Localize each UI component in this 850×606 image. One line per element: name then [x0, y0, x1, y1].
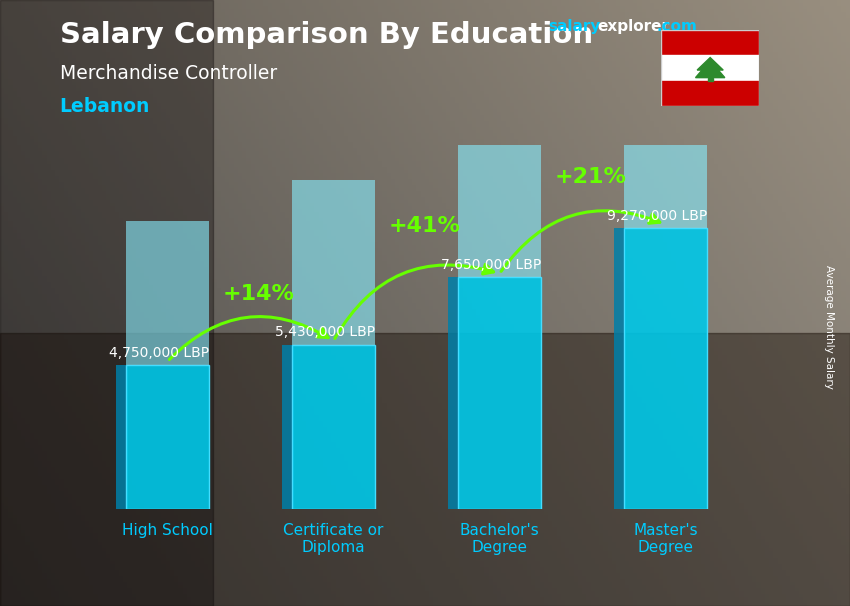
Text: 7,650,000 LBP: 7,650,000 LBP	[441, 258, 541, 271]
Bar	[661, 81, 759, 106]
Polygon shape	[707, 78, 713, 81]
Bar	[624, 228, 707, 509]
Bar	[624, 0, 707, 228]
Text: 5,430,000 LBP: 5,430,000 LBP	[275, 325, 376, 339]
Bar	[292, 344, 375, 509]
Bar	[458, 277, 541, 509]
Bar	[126, 365, 209, 509]
Text: +14%: +14%	[223, 284, 295, 304]
Text: Merchandise Controller: Merchandise Controller	[60, 64, 277, 82]
Polygon shape	[695, 58, 725, 78]
Bar	[661, 55, 759, 81]
Bar	[0, 0, 212, 606]
Text: +41%: +41%	[388, 216, 461, 236]
Bar	[614, 228, 626, 509]
Text: explorer: explorer	[598, 19, 670, 35]
Bar	[0, 333, 850, 606]
Text: salary: salary	[548, 19, 601, 35]
Bar	[292, 180, 375, 345]
Text: 9,270,000 LBP: 9,270,000 LBP	[608, 208, 708, 222]
Text: .com: .com	[656, 19, 697, 35]
Bar	[126, 221, 209, 365]
Bar	[624, 228, 707, 509]
Bar	[282, 344, 293, 509]
Bar	[458, 45, 541, 278]
Bar	[661, 30, 759, 55]
Bar	[448, 277, 460, 509]
Bar	[126, 365, 209, 509]
Text: Lebanon: Lebanon	[60, 97, 150, 116]
Bar	[116, 365, 128, 509]
Text: Salary Comparison By Education: Salary Comparison By Education	[60, 21, 592, 49]
Bar	[458, 277, 541, 509]
Text: Average Monthly Salary: Average Monthly Salary	[824, 265, 834, 389]
Text: +21%: +21%	[555, 167, 626, 187]
Bar	[292, 344, 375, 509]
Text: 4,750,000 LBP: 4,750,000 LBP	[110, 345, 209, 359]
